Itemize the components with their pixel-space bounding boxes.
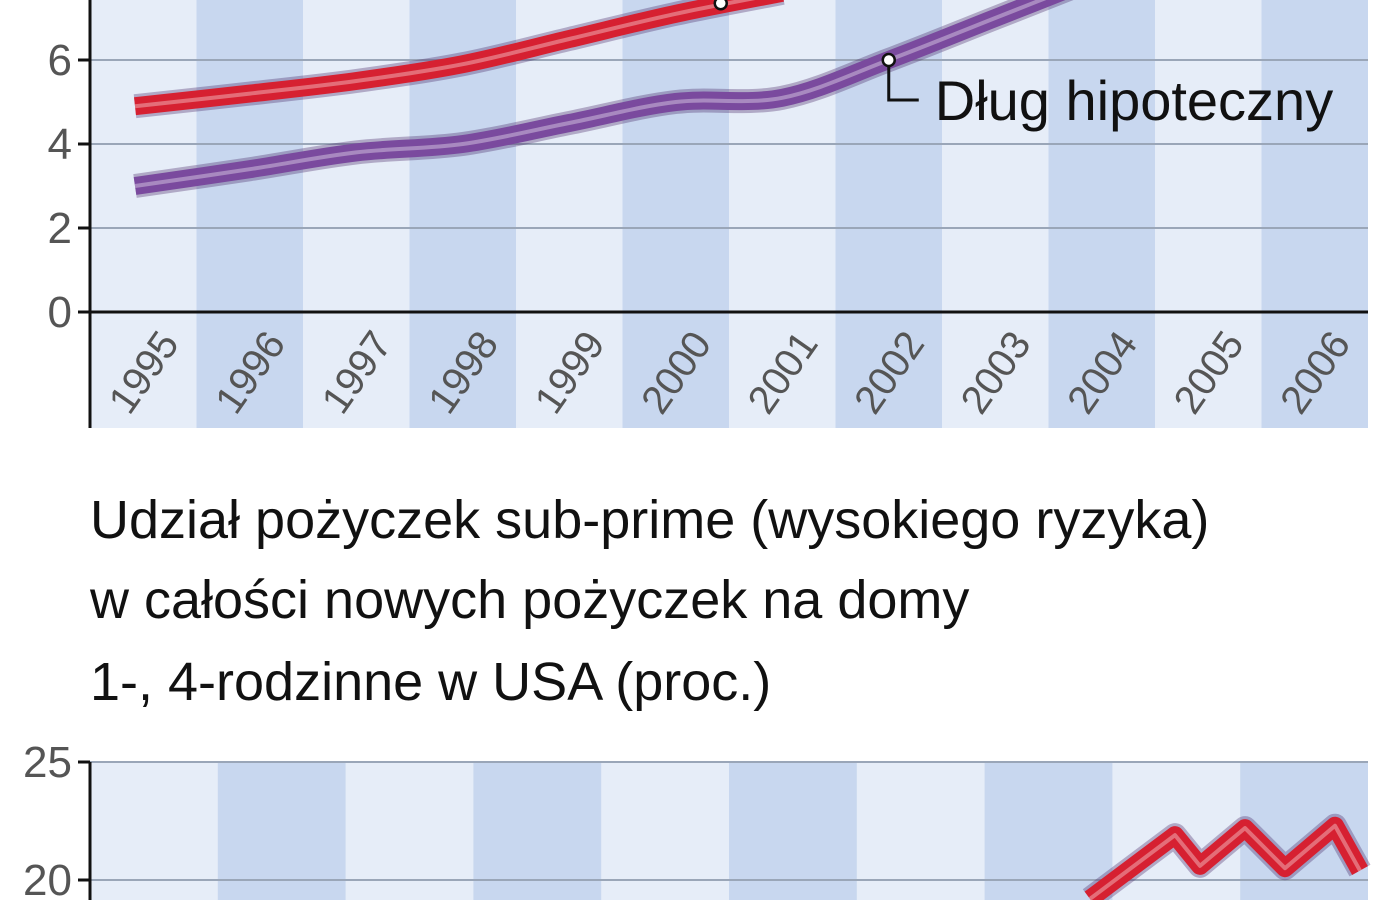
annotation-leader-line [887, 60, 919, 102]
year-band [196, 0, 303, 428]
y-tick-label: 25 [23, 738, 72, 787]
chart-top-plot-area [90, 0, 1368, 428]
chart-top-series [133, 0, 1074, 198]
chart-top-y-axis: 0 2 4 6 [48, 36, 90, 337]
series-line-0 [1082, 813, 1371, 900]
year-band [1261, 0, 1368, 428]
chart-title-line-3: 1-, 4-rodzinne w USA (proc.) [90, 652, 771, 712]
chart-title-line-1: Udział pożyczek sub-prime (wysokiego ryz… [90, 490, 1209, 550]
y-tick-label: 4 [48, 120, 72, 169]
series-annotation-label: Dług hipoteczny [935, 69, 1333, 132]
year-band [473, 762, 602, 900]
annotation-marker [881, 52, 896, 68]
y-tick-label: 2 [48, 204, 72, 253]
year-band [622, 0, 729, 428]
y-tick-label: 6 [48, 36, 72, 85]
annotation-marker [713, 0, 728, 11]
chart-bottom-series [1082, 813, 1371, 900]
chart-bottom-title: Udział pożyczek sub-prime (wysokiego ryz… [89, 490, 1209, 712]
year-band [217, 762, 346, 900]
chart-title-line-2: w całości nowych pożyczek na domy [89, 570, 969, 630]
series-line-1 [133, 0, 1074, 198]
y-tick-label: 0 [48, 288, 72, 337]
year-band [729, 762, 857, 900]
year-band [1048, 0, 1155, 428]
chart-top-annotations: Dług hipoteczny [713, 0, 1333, 132]
chart-bottom-plot-area [90, 762, 1368, 900]
y-tick-label: 20 [23, 856, 72, 900]
series-line-0 [133, 0, 785, 119]
year-band [984, 762, 1113, 900]
chart-bottom-gridlines [88, 761, 1368, 900]
chart-top-gridlines [88, 0, 1368, 428]
